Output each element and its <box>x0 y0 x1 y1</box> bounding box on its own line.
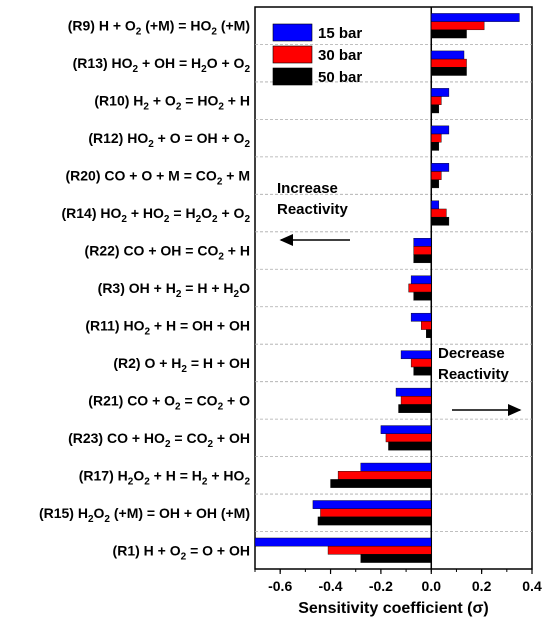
bar-15-bar-14 <box>254 537 432 547</box>
bar-50-bar-10 <box>398 404 432 413</box>
bar-15-bar-10 <box>395 387 432 397</box>
bar-50-bar-9 <box>413 366 432 376</box>
bar-50-bar-7 <box>413 291 432 301</box>
bar-30-bar-3 <box>431 133 442 143</box>
bar-15-bar-4 <box>431 163 450 172</box>
bar-30-bar-12 <box>337 471 432 480</box>
reaction-label-8: (R11) HO2​ + H = OH + OH <box>85 317 250 337</box>
bar-15-bar-13 <box>312 500 432 509</box>
bar-50-bar-0 <box>431 29 467 39</box>
bar-50-bar-14 <box>360 554 432 563</box>
reaction-label-5: (R14) HO2​ + HO2​ = H2​O2​ + O2​ <box>61 205 250 225</box>
bar-50-bar-3 <box>431 142 440 151</box>
reaction-label-12: (R17) H2​O2​ + H = H2​ + HO2​ <box>79 467 251 487</box>
bar-30-bar-10 <box>400 396 432 405</box>
bar-15-bar-12 <box>360 462 432 472</box>
annotation-decrease: Decrease Reactivity <box>438 345 510 383</box>
reaction-label-11: (R23) CO + HO2​ = CO2​ + OH <box>68 430 250 450</box>
bar-50-bar-12 <box>330 479 432 488</box>
bar-50-bar-6 <box>413 254 432 264</box>
annotation-increase: Increase Reactivity <box>277 180 349 218</box>
bar-30-bar-11 <box>385 433 432 443</box>
legend-label-30-bar: 30 bar <box>318 47 362 64</box>
plot-frame <box>254 6 533 570</box>
reaction-label-4: (R20) CO + O + M = CO2​ + M <box>65 168 250 188</box>
bar-30-bar-2 <box>431 96 442 105</box>
x-tick-label: 0.2 <box>472 578 492 594</box>
legend-label-50-bar: 50 bar <box>318 69 362 86</box>
bar-30-bar-8 <box>421 321 432 330</box>
bar-15-bar-5 <box>431 200 440 210</box>
bar-15-bar-6 <box>413 238 432 247</box>
bar-30-bar-13 <box>320 508 432 518</box>
bar-50-bar-8 <box>426 329 432 338</box>
bar-30-bar-14 <box>327 545 432 555</box>
legend-swatch-30-bar <box>272 45 313 64</box>
x-tick-label: -0.4 <box>318 578 342 594</box>
reaction-label-6: (R22) CO + OH = CO2​ + H <box>85 243 250 263</box>
bar-30-bar-1 <box>431 58 467 68</box>
legend-label-15-bar: 15 bar <box>318 25 362 42</box>
bar-50-bar-4 <box>431 179 440 189</box>
x-tick-label: -0.2 <box>369 578 393 594</box>
reaction-label-3: (R12) HO2​ + O = OH + O2​ <box>88 130 250 150</box>
bar-30-bar-4 <box>431 171 442 180</box>
x-tick-label: 0.4 <box>522 578 542 594</box>
legend-swatch-15-bar <box>272 23 313 42</box>
bar-15-bar-3 <box>431 125 450 135</box>
bar-15-bar-9 <box>400 350 432 360</box>
reaction-label-0: (R9) H + O2​ (+M) = HO2​ (+M) <box>68 18 250 38</box>
reaction-label-10: (R21) CO + O2​ = CO2​ + O <box>88 392 250 412</box>
bar-30-bar-9 <box>410 358 432 368</box>
bar-50-bar-11 <box>388 441 432 451</box>
bar-50-bar-13 <box>317 516 432 526</box>
reaction-label-7: (R3) OH + H2​ = H + H2​O <box>98 280 250 300</box>
bar-30-bar-7 <box>408 283 432 293</box>
reaction-label-13: (R15) H2​O2​ (+M) = OH + OH (+M) <box>39 505 250 525</box>
x-tick-label: 0.0 <box>422 578 442 594</box>
reaction-label-1: (R13) HO2​ + OH = H2​O + O2​ <box>73 55 251 75</box>
bar-30-bar-6 <box>413 246 432 255</box>
bar-30-bar-5 <box>431 208 447 218</box>
x-axis-title: Sensitivity coefficient (σ) <box>298 600 489 617</box>
bar-15-bar-1 <box>431 50 465 60</box>
reaction-label-9: (R2) O + H2​ = H + OH <box>113 355 250 375</box>
reaction-label-2: (R10) H2​ + O2​ = HO2​ + H <box>94 93 250 113</box>
bar-50-bar-5 <box>431 216 450 226</box>
x-tick-label: -0.6 <box>268 578 292 594</box>
bar-15-bar-2 <box>431 88 450 97</box>
bar-50-bar-2 <box>431 104 440 114</box>
bar-15-bar-7 <box>410 275 432 285</box>
bar-30-bar-0 <box>431 21 485 31</box>
bar-50-bar-1 <box>431 67 467 76</box>
reaction-label-14: (R1) H + O2​ = O + OH <box>113 542 250 562</box>
legend-swatch-50-bar <box>272 67 313 86</box>
bar-15-bar-11 <box>380 425 432 434</box>
bar-15-bar-0 <box>431 13 520 22</box>
bar-15-bar-8 <box>410 312 432 322</box>
